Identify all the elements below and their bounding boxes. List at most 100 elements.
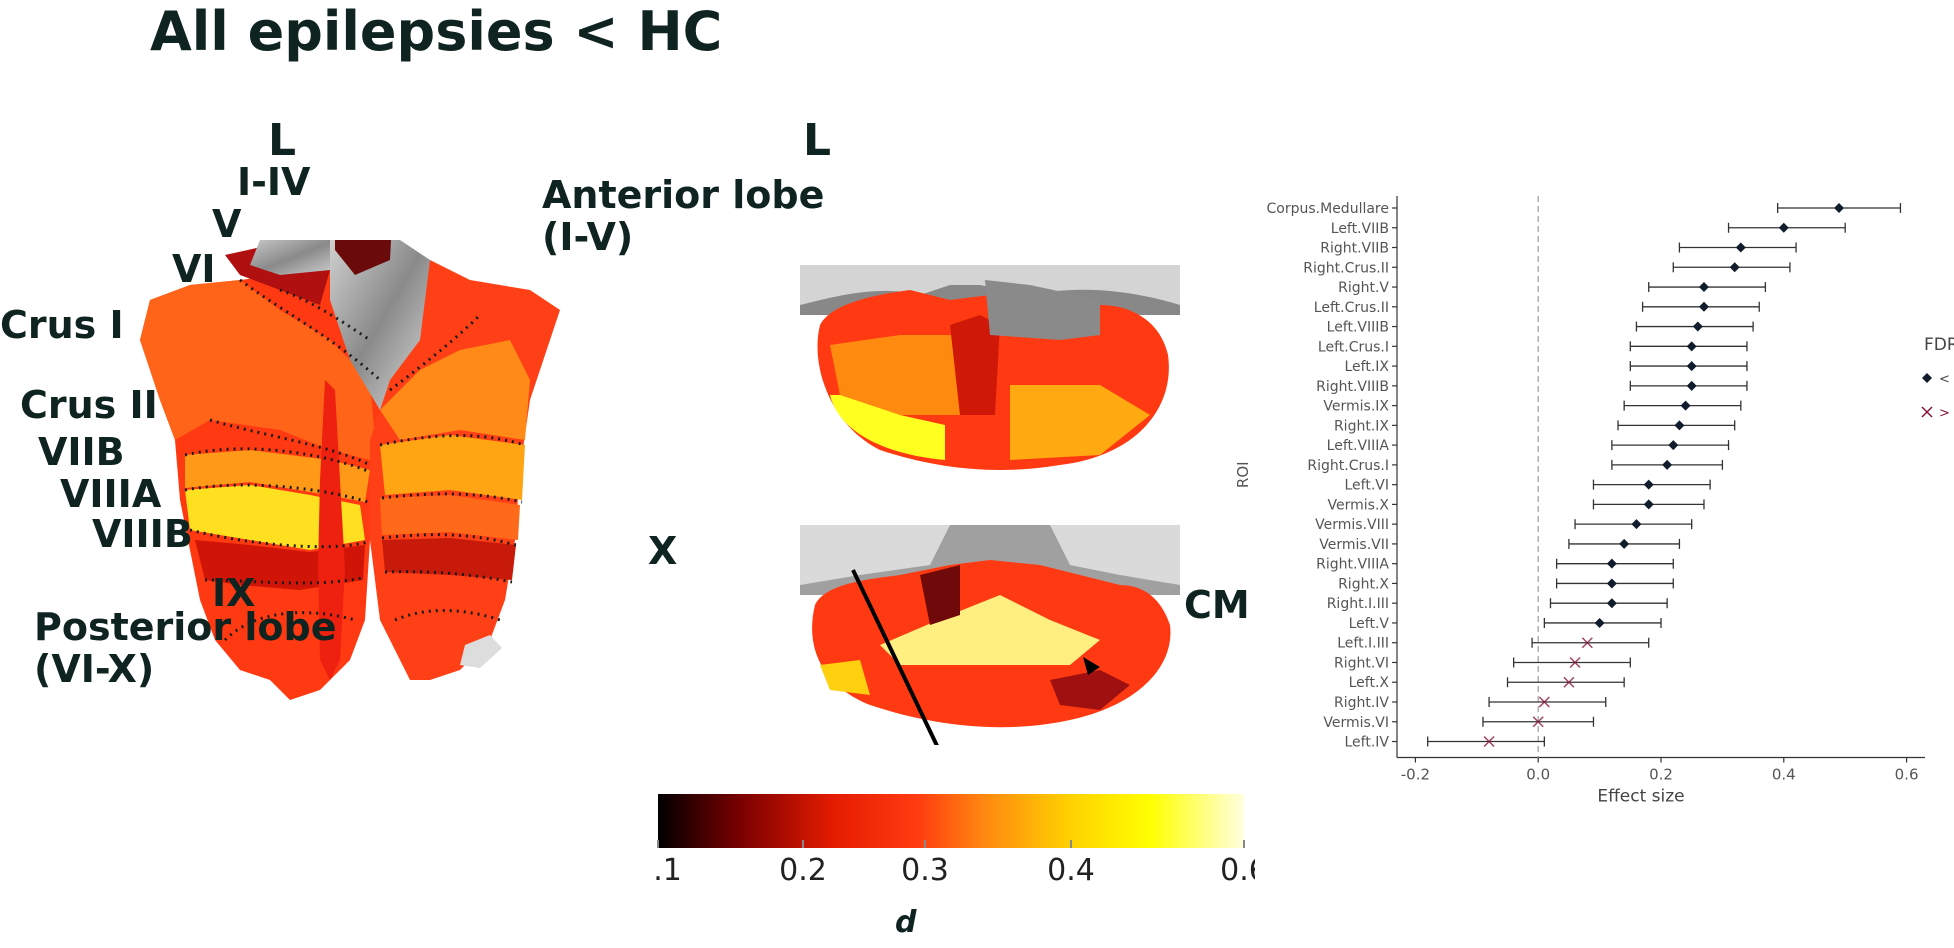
point-nonsignificant [1569, 656, 1581, 669]
roi-label: Left.VIIIB [1327, 320, 1389, 336]
slice-top-brainstem [985, 280, 1100, 340]
slice-bottom-left-yellow [820, 660, 870, 695]
point-significant [1606, 558, 1617, 569]
label-viiib: VIIIB [92, 512, 193, 556]
colorbar-tick-label: 0.3 [901, 853, 949, 888]
colorbar-tick-label: 0.6 [1220, 853, 1255, 888]
point-significant [1834, 203, 1845, 213]
roi-label: Vermis.VIII [1315, 517, 1389, 533]
point-nonsignificant [1538, 696, 1550, 708]
right-x-region [460, 635, 502, 668]
y-axis-label: ROI [1234, 461, 1252, 488]
slice-bottom-darkred [920, 565, 960, 625]
right-crus-ii-region [380, 435, 525, 500]
cerebellum-flatmap [140, 240, 560, 700]
roi-label: Right.VIIIB [1316, 379, 1389, 395]
roi-label: Vermis.X [1328, 497, 1390, 513]
roi-label: Right.Crus.I [1307, 458, 1389, 474]
slice-bottom-dark-region [1050, 670, 1130, 710]
roi-label: Left.Crus.II [1314, 300, 1389, 316]
roi-label: Left.I.III [1337, 636, 1389, 652]
label-vi: VI [172, 247, 216, 291]
legend-label-nonsignificant: > 0.05 [1939, 406, 1954, 421]
roi-label: Left.Crus.I [1318, 339, 1389, 355]
slices-side-label: L [803, 115, 832, 166]
point-significant [1698, 282, 1709, 293]
colorbar: 0.1 0.2 0.3 0.4 0.6 [655, 794, 1255, 888]
slice-top-yellow [830, 395, 945, 460]
legend-title: FDR [1924, 335, 1954, 355]
roi-label: Right.I.III [1327, 596, 1389, 612]
x-tick-label: 0.0 [1526, 766, 1550, 784]
point-significant [1778, 222, 1789, 233]
slice-top-vermis [950, 315, 1000, 415]
point-significant [1643, 499, 1654, 510]
label-viiia: VIIIA [60, 472, 162, 516]
x-tick-label: 0.6 [1895, 766, 1919, 784]
roi-label: Right.X [1338, 576, 1389, 592]
roi-label: Right.Crus.II [1303, 260, 1389, 276]
right-viib-region [380, 495, 520, 540]
point-significant [1686, 380, 1697, 391]
point-significant [1692, 321, 1703, 332]
roi-label: Corpus.Medullare [1267, 201, 1389, 217]
point-nonsignificant [1483, 735, 1495, 748]
point-significant [1668, 440, 1679, 451]
roi-label: Left.V [1349, 616, 1390, 632]
roi-label: Vermis.IX [1323, 399, 1389, 415]
point-significant [1698, 301, 1709, 312]
forest-plot: -0.2 0.0 0.2 0.4 0.6 Effect size ROI Corpus.Med… [1234, 196, 1954, 807]
slice-bottom-cortex-right [1050, 525, 1180, 585]
label-ix: IX [212, 571, 256, 615]
colorbar-gradient [658, 794, 1244, 848]
point-nonsignificant [1563, 676, 1575, 688]
colorbar-tick-label: 0.4 [1047, 853, 1095, 888]
roi-label: Right.VIIIA [1316, 557, 1389, 573]
point-significant [1643, 479, 1654, 490]
label-anterior-lobe: Anterior lobe [542, 173, 825, 217]
legend-label-significant: < 0.05 [1939, 372, 1954, 387]
figure-title: All epilepsies < HC [150, 0, 723, 63]
left-crus-i-region [140, 280, 375, 460]
point-significant [1686, 341, 1697, 352]
roi-label: Left.IV [1345, 735, 1390, 751]
label-anterior-lobe-range: (I-V) [542, 215, 634, 259]
colorbar-tick-label: 0.2 [779, 853, 827, 888]
lobule-boundaries [184, 278, 526, 642]
colorbar-label: d [895, 905, 917, 940]
vermis-top-region [335, 240, 391, 275]
roi-label: Right.IV [1334, 695, 1389, 711]
x-tick-label: 0.2 [1649, 766, 1673, 784]
label-i-iv: I-IV [237, 160, 311, 204]
x-tick-label: 0.4 [1772, 766, 1796, 784]
point-significant [1606, 578, 1617, 589]
x-axis-label: Effect size [1597, 787, 1684, 807]
legend-x-icon [1921, 406, 1933, 418]
right-viiia-region [382, 538, 516, 580]
label-v: V [212, 202, 242, 246]
point-significant [1631, 519, 1642, 530]
point-significant [1680, 400, 1691, 411]
slice-top-right-orange [1010, 385, 1150, 460]
x-tick-label: -0.2 [1401, 766, 1430, 784]
roi-label: Left.VI [1345, 478, 1390, 494]
legend-diamond-icon [1922, 373, 1932, 383]
vermis-stem [318, 380, 345, 680]
point-significant [1619, 538, 1630, 549]
point-significant [1594, 617, 1605, 628]
label-crus-i: Crus I [0, 303, 124, 347]
label-posterior-lobe: Posterior lobe [34, 605, 337, 649]
cm-arrow [851, 569, 939, 745]
point-significant [1735, 242, 1746, 253]
roi-label: Left.X [1349, 675, 1390, 691]
point-significant [1662, 459, 1673, 470]
slice-bottom-yellow-band [880, 595, 1100, 665]
label-viib: VIIB [38, 430, 125, 474]
roi-label: Left.VIIIA [1327, 438, 1390, 454]
point-significant [1606, 598, 1617, 609]
roi-label: Right.VIIB [1320, 241, 1389, 257]
cm-arrowhead [1083, 657, 1100, 675]
roi-label: Right.VI [1334, 655, 1389, 671]
label-posterior-lobe-range: (VI-X) [34, 647, 155, 691]
slice-top-orange [830, 335, 970, 415]
